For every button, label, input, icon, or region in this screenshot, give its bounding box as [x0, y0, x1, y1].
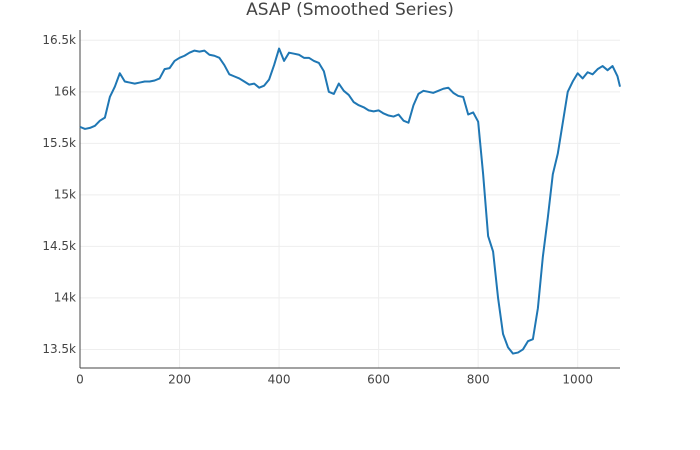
line — [79, 47, 621, 355]
x-tick-label: 200 — [168, 373, 191, 387]
x-tick-label: 400 — [268, 373, 291, 387]
y-tick-label: 15.5k — [42, 136, 76, 150]
x-tick-label: 0 — [76, 373, 84, 387]
x-tick-label: 800 — [467, 373, 490, 387]
x-tick-label: 600 — [367, 373, 390, 387]
y-tick-label: 15k — [54, 187, 76, 201]
chart-title: ASAP (Smoothed Series) — [246, 0, 454, 20]
x-tick-label: 1000 — [562, 373, 593, 387]
y-tick-label: 13.5k — [42, 342, 76, 356]
y-tick-label: 16k — [54, 84, 76, 98]
y-tick-label: 16.5k — [42, 33, 76, 47]
y-tick-label: 14k — [54, 290, 76, 304]
y-tick-label: 14.5k — [42, 239, 76, 253]
